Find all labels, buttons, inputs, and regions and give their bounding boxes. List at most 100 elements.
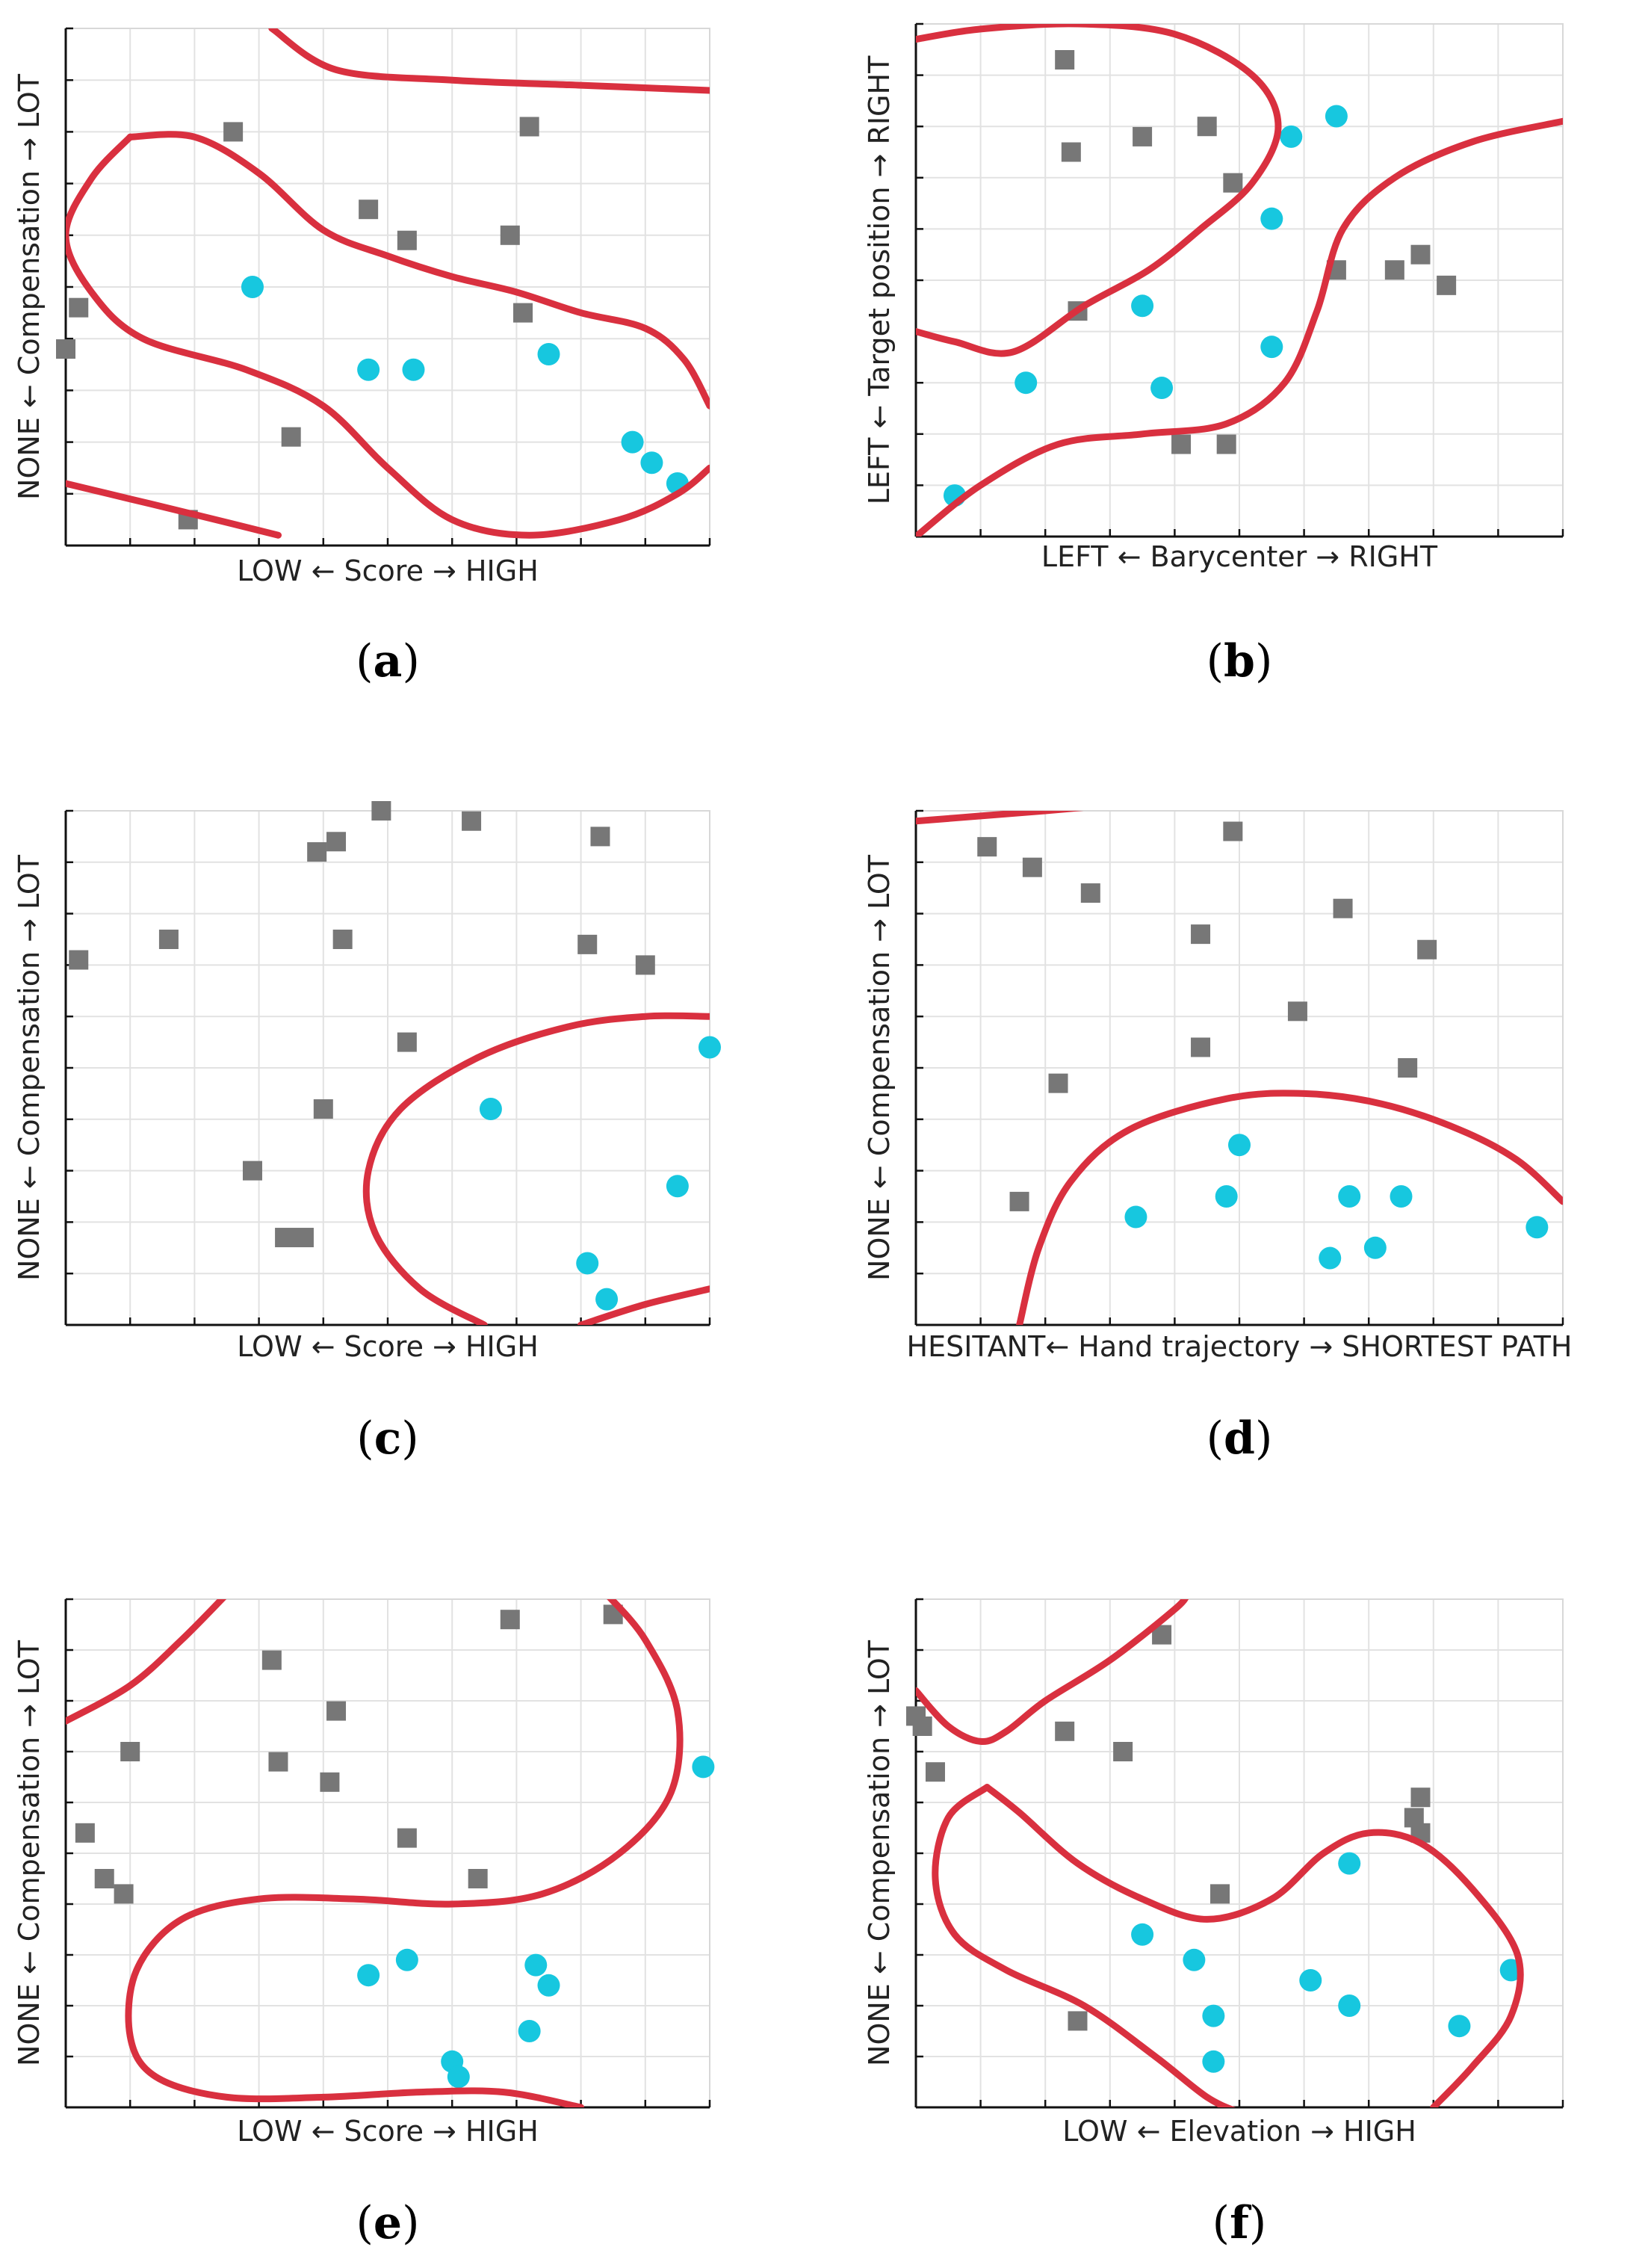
decision-boundary-curve (268, 28, 710, 94)
square-marker (1410, 1787, 1431, 1808)
circle-marker (698, 1036, 721, 1059)
circle-marker (241, 276, 264, 298)
grid (916, 811, 1563, 1325)
y-axis-label: NONE ← Compensation → LOT (13, 854, 46, 1281)
square-marker (1410, 244, 1431, 265)
circle-marker (395, 1948, 418, 1971)
square-marker (359, 200, 379, 220)
square-marker (1133, 126, 1153, 146)
square-marker (1171, 434, 1192, 454)
square-marker (590, 826, 610, 847)
circle-marker (402, 358, 425, 381)
square-marker (242, 1161, 262, 1181)
square-marker (1009, 1191, 1029, 1211)
decision-boundaries (916, 811, 1563, 1325)
circle-marker (1260, 207, 1283, 230)
series-square (977, 821, 1437, 1211)
square-marker (120, 1742, 140, 1761)
x-axis-label: LEFT ← Barycenter → RIGHT (1041, 540, 1438, 573)
series-circle (1124, 1134, 1549, 1270)
square-marker (513, 303, 533, 323)
square-marker (1223, 173, 1243, 193)
square-marker (635, 955, 655, 975)
square-marker (56, 339, 75, 359)
square-marker (1210, 1884, 1230, 1904)
circle-marker (1131, 1923, 1154, 1946)
circle-marker (692, 1755, 715, 1779)
square-marker (468, 1869, 488, 1888)
grid (66, 811, 710, 1325)
decision-boundary-curve (362, 1012, 710, 1325)
circle-marker (1338, 1994, 1361, 2017)
circle-marker (518, 2020, 541, 2042)
square-marker (1048, 1073, 1068, 1093)
y-axis-label: NONE ← Compensation → LOT (13, 1640, 46, 2066)
square-marker (261, 1650, 282, 1670)
square-marker (69, 950, 89, 970)
circle-marker (595, 1288, 619, 1311)
series-circle (241, 276, 689, 495)
circle-marker (1131, 294, 1154, 318)
square-marker (397, 230, 417, 250)
circle-marker (621, 430, 644, 454)
x-axis-label: LOW ← Elevation → HIGH (1062, 2115, 1416, 2148)
x-axis-label: LOW ← Score → HIGH (237, 1330, 539, 1363)
square-marker (326, 1701, 347, 1721)
square-marker (925, 1762, 945, 1782)
circle-marker (1183, 1948, 1206, 1971)
panel-c: LOW ← Score → HIGH NONE ← Compensation → … (13, 801, 721, 1465)
decision-boundaries (916, 1599, 1524, 2107)
square-marker (462, 811, 482, 831)
square-marker (500, 1610, 520, 1630)
panel-b: LEFT ← Barycenter → RIGHT LEFT ← Target p… (863, 22, 1564, 687)
series-square (75, 1604, 623, 1904)
circle-marker (524, 1953, 548, 1977)
decision-boundaries (66, 28, 710, 539)
square-marker (1080, 883, 1100, 903)
square-marker (1055, 50, 1075, 70)
square-marker (114, 1884, 134, 1904)
decision-boundary-curve (916, 811, 1084, 825)
x-axis-label: HESITANT← Hand trajectory → SHORTEST PAT… (907, 1330, 1573, 1363)
panel-f: LOW ← Elevation → HIGH NONE ← Compensatio… (863, 1598, 1564, 2249)
square-marker (1384, 260, 1404, 280)
circle-marker (1448, 2015, 1471, 2038)
square-marker (397, 1032, 417, 1052)
decision-boundary-curve (1016, 1090, 1563, 1325)
circle-marker (357, 358, 380, 381)
decision-boundary-curve (66, 1599, 227, 1725)
grid (66, 1599, 710, 2107)
circle-marker (447, 2065, 470, 2089)
circle-marker (357, 1964, 380, 1987)
square-marker (69, 297, 89, 318)
panel-label: (c) (356, 1412, 418, 1465)
decision-boundaries (916, 24, 1563, 537)
circle-marker (1363, 1236, 1387, 1259)
square-marker (320, 1772, 340, 1792)
square-marker (1022, 857, 1042, 877)
square-marker (158, 930, 179, 949)
square-marker (1398, 1058, 1418, 1078)
square-marker (281, 427, 301, 447)
decision-boundaries (362, 1012, 710, 1325)
x-axis-label: LOW ← Score → HIGH (237, 554, 539, 587)
y-axis-label: NONE ← Compensation → LOT (863, 1640, 896, 2066)
decision-boundary-curve (66, 133, 710, 539)
square-marker (1437, 275, 1457, 295)
y-axis-label: NONE ← Compensation → LOT (863, 854, 896, 1281)
series-square (1055, 50, 1457, 454)
panel-label: (f) (1212, 2197, 1267, 2249)
circle-marker (1260, 336, 1283, 359)
y-axis-label: LEFT ← Target position → RIGHT (863, 55, 896, 504)
circle-marker (1202, 2004, 1225, 2027)
square-marker (1191, 1037, 1211, 1057)
circle-marker (666, 1175, 689, 1198)
decision-boundary-curve (916, 1599, 1189, 1746)
series-square (906, 1625, 1431, 2031)
decision-boundary-curve (125, 1599, 684, 2107)
square-marker (519, 117, 539, 137)
series-circle (479, 1036, 721, 1311)
square-marker (500, 225, 520, 245)
square-marker (1216, 434, 1236, 454)
panel-label: (b) (1206, 635, 1273, 687)
